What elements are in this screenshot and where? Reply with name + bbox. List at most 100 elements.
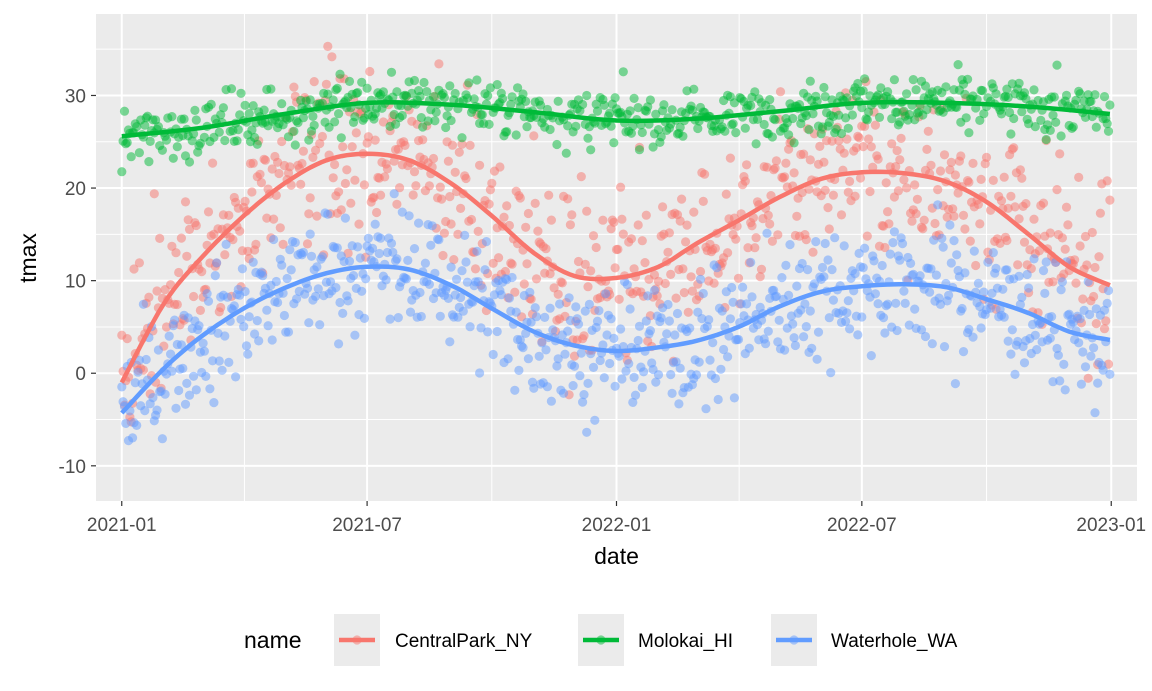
data-point	[582, 427, 592, 437]
data-point	[1076, 379, 1086, 389]
data-point	[228, 235, 238, 245]
data-point	[808, 109, 818, 119]
data-point	[236, 88, 246, 98]
data-point	[725, 153, 736, 163]
data-point	[883, 87, 893, 97]
smooth-line	[119, 151, 1111, 384]
data-point	[445, 81, 455, 91]
data-point	[504, 293, 514, 303]
data-point	[599, 373, 609, 383]
data-point	[568, 381, 578, 391]
data-point	[161, 135, 172, 145]
data-point	[477, 283, 487, 293]
data-point	[126, 152, 136, 162]
data-point	[719, 344, 729, 355]
data-point	[381, 275, 391, 285]
data-point	[1030, 122, 1040, 132]
data-point	[216, 302, 226, 313]
data-point	[321, 79, 331, 89]
data-point	[359, 313, 369, 323]
data-point	[717, 306, 727, 316]
data-point	[334, 339, 344, 349]
data-point	[134, 258, 144, 268]
data-point	[325, 277, 336, 287]
data-point	[392, 87, 402, 97]
data-point	[353, 88, 363, 98]
data-point	[460, 230, 470, 240]
data-point	[683, 307, 693, 317]
data-point	[1089, 291, 1099, 302]
data-point	[855, 173, 866, 183]
data-point	[367, 243, 378, 253]
data-point	[973, 278, 984, 288]
data-point	[214, 127, 224, 137]
data-point	[571, 121, 581, 131]
data-point	[664, 228, 675, 238]
data-point	[613, 244, 623, 254]
data-point	[203, 296, 214, 306]
data-point	[248, 101, 258, 111]
data-point	[843, 296, 853, 306]
data-point	[511, 307, 521, 317]
data-point	[836, 128, 847, 139]
data-point	[981, 152, 992, 162]
data-point	[973, 199, 984, 209]
data-point	[801, 235, 811, 245]
data-point	[920, 331, 931, 342]
data-point	[801, 322, 811, 332]
data-point	[781, 158, 791, 168]
legend: name CentralPark_NY Molokai_HI Waterhole_W…	[244, 614, 958, 666]
data-point	[1006, 129, 1016, 139]
data-point	[899, 286, 909, 296]
data-point	[953, 60, 963, 70]
data-point	[645, 95, 656, 105]
data-point	[675, 122, 685, 132]
data-point	[155, 233, 165, 243]
data-point	[216, 110, 226, 120]
data-point	[302, 239, 313, 249]
data-point	[434, 235, 444, 245]
data-point	[788, 113, 798, 124]
data-point	[860, 243, 870, 253]
data-point	[438, 250, 448, 261]
data-point	[304, 318, 314, 328]
data-point	[273, 297, 283, 308]
data-point	[205, 384, 215, 394]
data-point	[157, 434, 167, 444]
data-point	[927, 339, 937, 349]
data-point	[456, 203, 466, 213]
data-point	[873, 299, 883, 309]
data-point	[1059, 359, 1069, 369]
data-point	[290, 237, 300, 248]
data-point	[1013, 260, 1023, 270]
data-point	[206, 99, 216, 109]
data-point	[465, 322, 475, 332]
data-point	[629, 93, 639, 103]
data-point	[733, 273, 744, 283]
data-point	[1002, 235, 1012, 246]
data-point	[519, 279, 529, 289]
data-point	[902, 183, 912, 193]
data-point	[1094, 252, 1104, 262]
data-point	[214, 356, 224, 366]
data-point	[336, 205, 346, 215]
data-point	[830, 233, 840, 243]
data-point	[695, 274, 706, 284]
data-point	[315, 320, 325, 330]
data-point	[521, 222, 531, 232]
data-point	[614, 351, 624, 361]
data-point	[233, 125, 243, 135]
data-point	[614, 294, 624, 304]
data-point	[785, 240, 795, 250]
data-point	[851, 143, 862, 153]
data-point	[240, 100, 250, 110]
x-tick-label: 2023-01	[1076, 515, 1146, 536]
data-point	[624, 359, 634, 369]
data-point	[625, 106, 635, 116]
data-point	[1032, 345, 1042, 355]
data-point	[342, 165, 352, 175]
data-point	[1078, 347, 1088, 357]
data-point	[541, 244, 551, 254]
data-point	[656, 132, 666, 142]
